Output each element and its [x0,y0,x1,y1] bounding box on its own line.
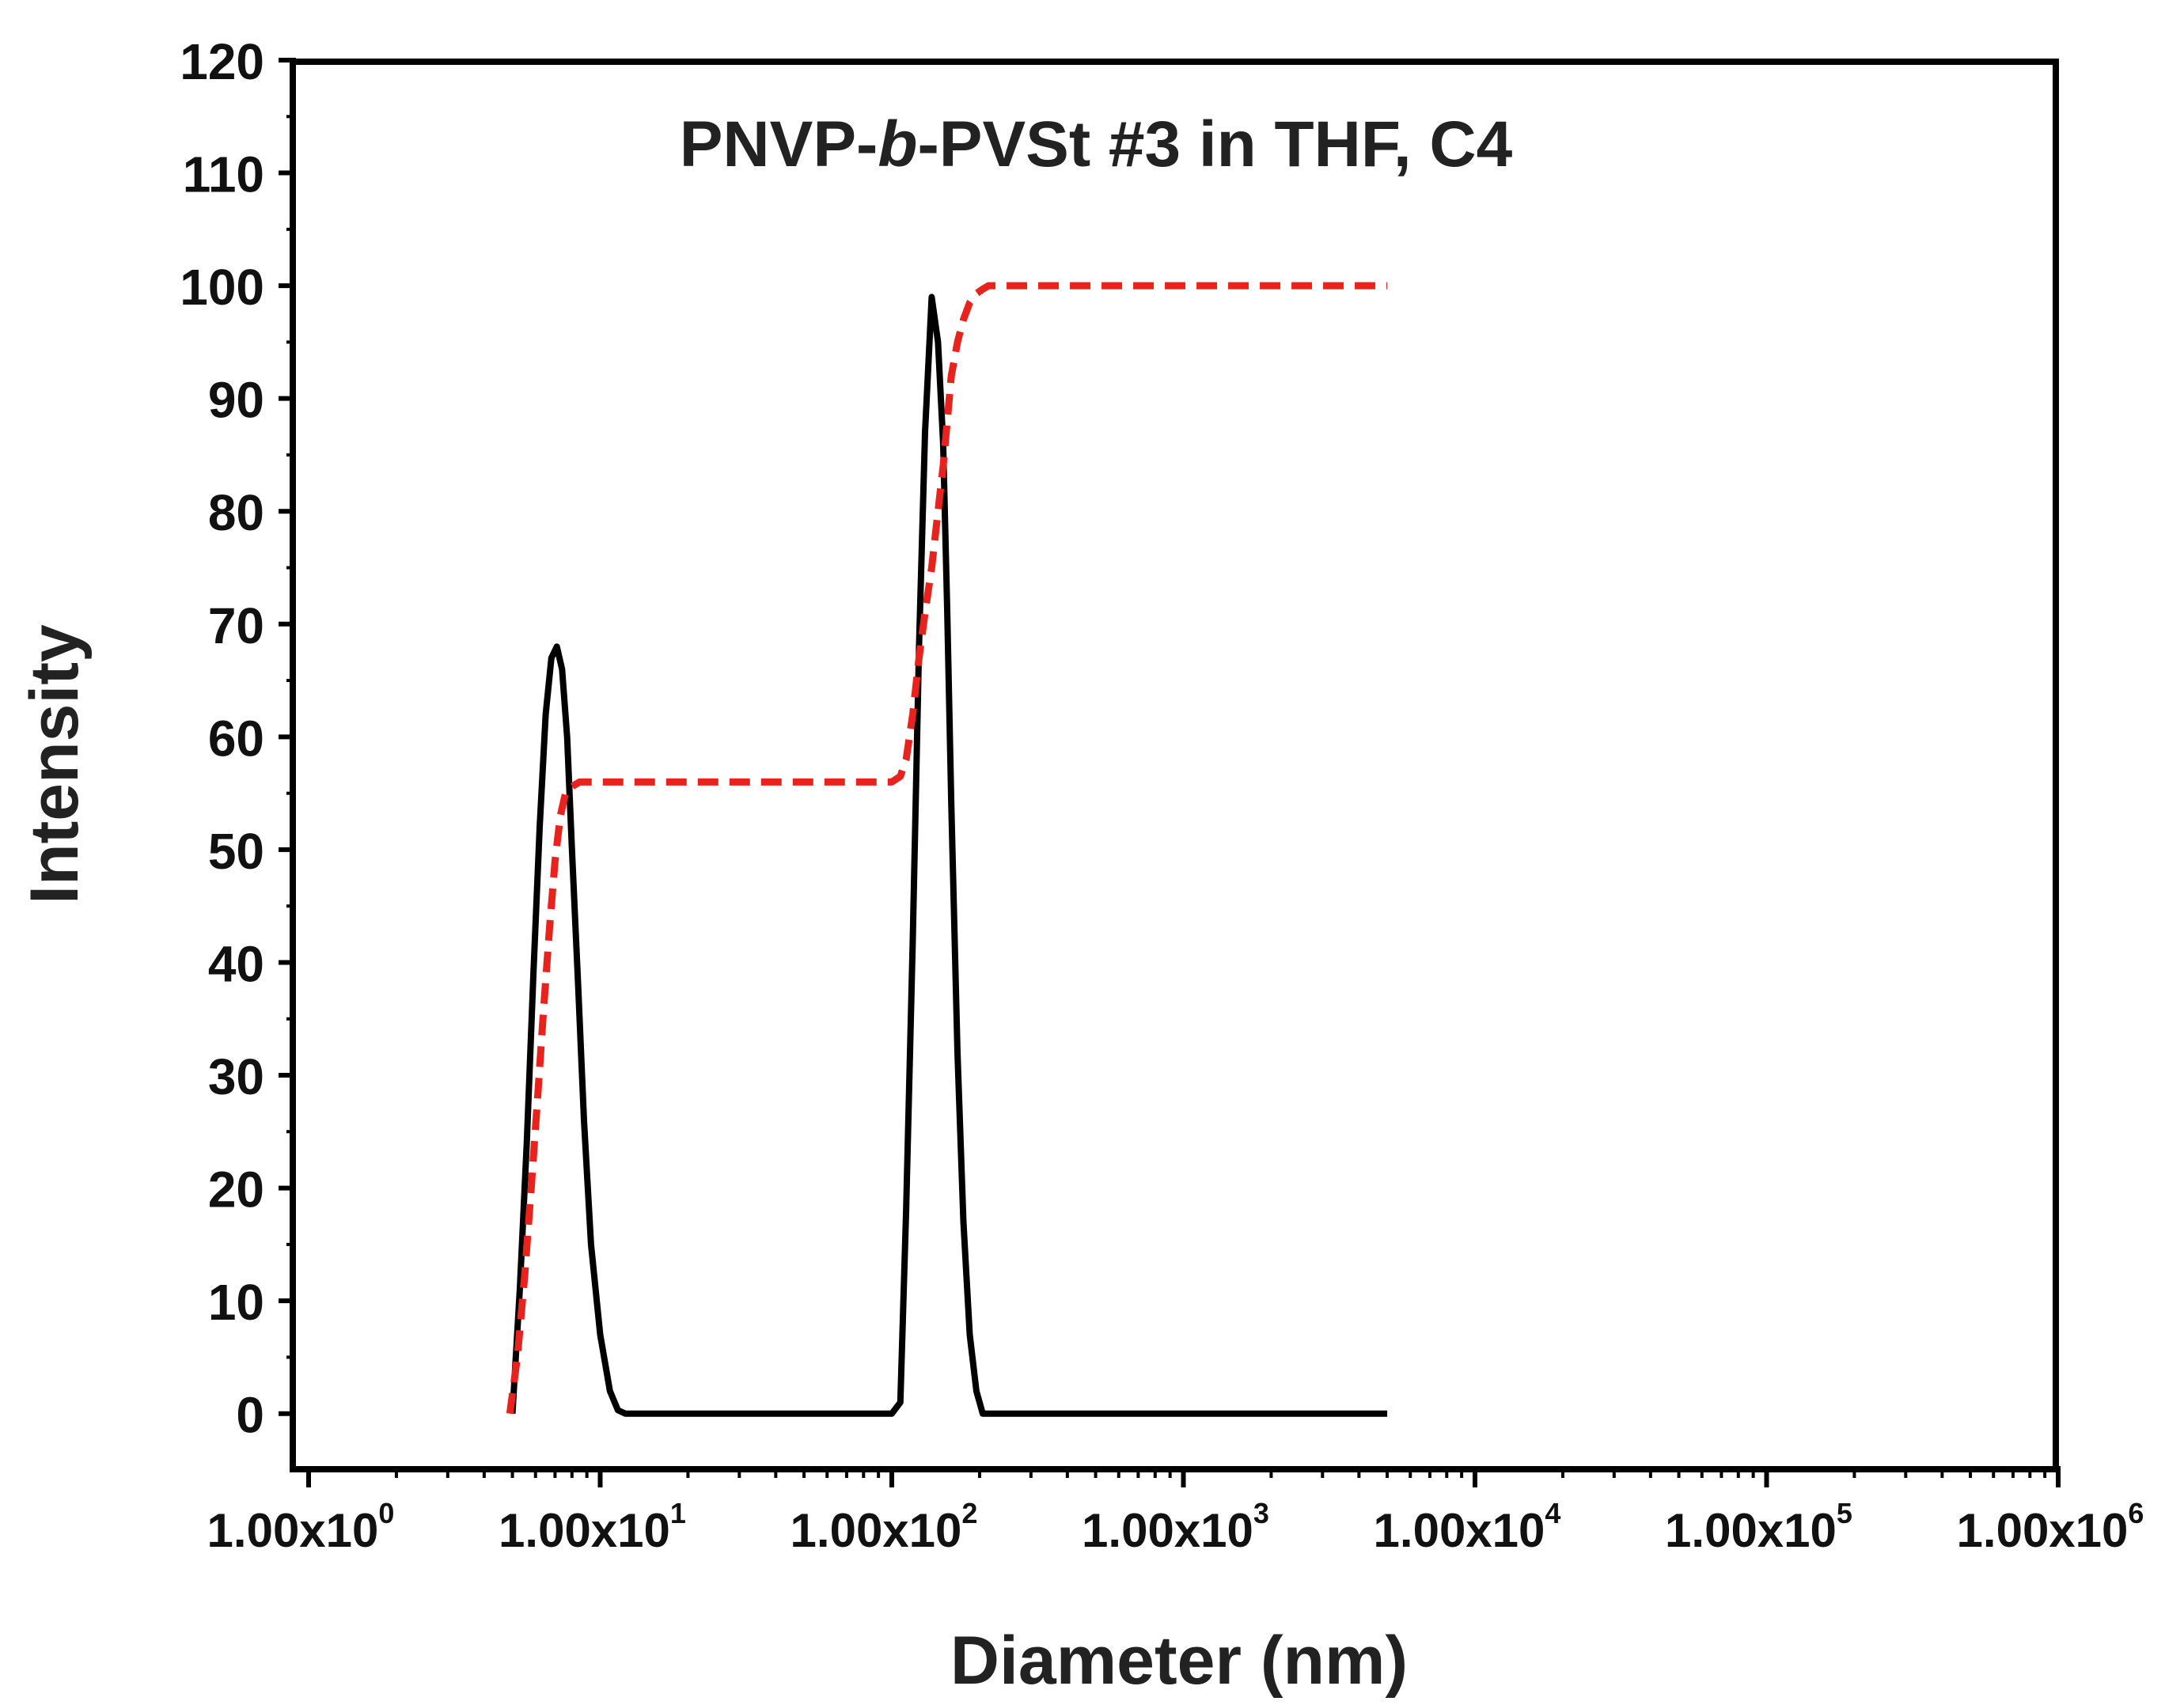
x-tick-exponent: 5 [1837,1497,1852,1529]
intensity-series-line [509,294,1388,1417]
y-tick-label: 100 [180,259,264,316]
y-tick-label: 40 [208,935,264,992]
y-tick-label: 50 [208,823,264,880]
chart-title: PNVP-b-PVSt #3 in THF, C4 [680,108,1513,180]
x-tick-exponent: 2 [961,1497,977,1529]
chart-title-italic: b [878,108,917,180]
x-tick-exponent: 4 [1545,1497,1560,1529]
series-layer [506,282,1388,1417]
x-tick-mantissa: 1.00x10 [1957,1504,2129,1557]
x-tick-label: 1.00x103 [1082,1497,1269,1557]
chart-title-suffix: -PVSt #3 in THF, C4 [917,108,1512,180]
x-tick-label: 1.00x104 [1374,1497,1561,1557]
x-tick-exponent: 1 [670,1497,686,1529]
x-tick-label: 1.00x101 [499,1497,686,1557]
y-axis-title: Intensity [17,624,93,904]
y-tick-label: 20 [208,1161,264,1218]
cumulative-series-line [506,282,1388,1415]
x-axis-title: Diameter (nm) [950,1623,1408,1699]
x-tick-mantissa: 1.00x10 [207,1504,379,1557]
x-tick-label: 1.00x100 [207,1497,395,1557]
y-tick-label: 60 [208,710,264,767]
chart-title-prefix: PNVP- [680,108,878,180]
x-tick-mantissa: 1.00x10 [1374,1504,1545,1557]
x-tick-mantissa: 1.00x10 [791,1504,962,1557]
x-tick-label: 1.00x105 [1665,1497,1852,1557]
y-axis-ticks: 0 10 20 30 40 50 60 70 80 90 100 110 120 [180,33,296,1444]
x-tick-exponent: 3 [1253,1497,1269,1529]
y-tick-label: 0 [236,1387,264,1444]
y-tick-label: 110 [183,146,264,203]
y-tick-label: 120 [180,33,264,90]
x-axis-ticks: 1.00x100 1.00x101 1.00x102 1.00x103 1.00x104… [207,1466,2144,1557]
y-tick-label: 70 [208,597,264,654]
x-tick-mantissa: 1.00x10 [1665,1504,1837,1557]
plot-frame [290,59,2059,1472]
x-tick-label: 1.00x106 [1957,1497,2144,1557]
y-tick-label: 80 [208,484,264,541]
y-tick-label: 90 [208,372,264,429]
y-tick-label: 10 [208,1274,264,1331]
x-tick-exponent: 0 [378,1497,394,1529]
x-tick-mantissa: 1.00x10 [499,1504,670,1557]
x-tick-exponent: 6 [2128,1497,2144,1529]
y-tick-label: 30 [208,1048,264,1105]
x-tick-label: 1.00x102 [791,1497,978,1557]
x-tick-mantissa: 1.00x10 [1082,1504,1253,1557]
